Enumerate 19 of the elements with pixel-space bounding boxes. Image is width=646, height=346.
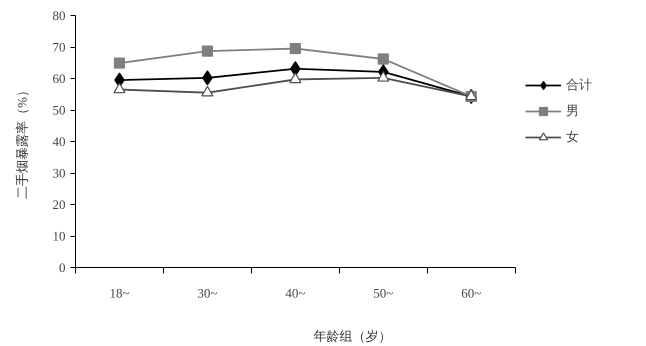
legend-label: 男: [566, 102, 580, 120]
y-tick-label: 50: [52, 102, 66, 118]
y-tick-label: 30: [52, 166, 66, 180]
y-tick-label: 10: [52, 228, 66, 244]
x-tick-label: 60~: [461, 286, 482, 300]
y-tick-label: 70: [52, 40, 66, 54]
legend-label: 合计: [566, 76, 592, 94]
y-tick-label: 80: [52, 8, 66, 23]
x-tick-label: 30~: [197, 286, 218, 300]
y-tick-label: 60: [52, 71, 66, 86]
y-tick-label: 40: [52, 134, 66, 149]
legend-label: 女: [566, 128, 580, 146]
x-axis-title: 年龄组（岁）: [314, 328, 392, 344]
x-tick-label: 40~: [285, 286, 306, 300]
y-axis-title: 二手烟暴露率（%）: [14, 84, 30, 199]
x-tick-label: 50~: [373, 286, 394, 300]
y-tick-label: 0: [59, 260, 66, 275]
y-tick-label: 20: [52, 197, 66, 212]
x-tick-label: 18~: [109, 286, 130, 300]
